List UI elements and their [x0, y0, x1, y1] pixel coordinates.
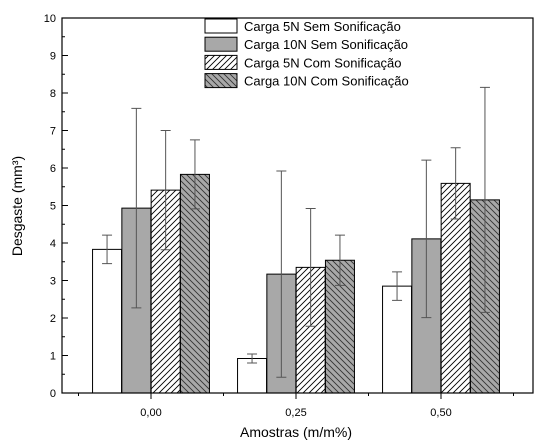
- x-axis-title: Amostras (m/m%): [240, 424, 352, 440]
- y-tick-label: 7: [50, 126, 56, 138]
- bar-1-0,50: [382, 285, 413, 394]
- legend: Carga 5N Sem Sonificação Carga 10N Sem So…: [204, 18, 409, 89]
- y-tick-label: 10: [44, 13, 56, 25]
- bars-layer: [92, 173, 500, 394]
- legend-label-3: Carga 5N Com Sonificação: [244, 55, 402, 70]
- y-tick-label: 4: [50, 238, 56, 250]
- y-tick-label: 5: [50, 201, 56, 213]
- x-tick-label: 0,00: [140, 407, 161, 419]
- y-tick-label: 2: [50, 313, 56, 325]
- legend-label-1: Carga 5N Sem Sonificação: [244, 19, 401, 34]
- axes-layer: 0 1 2 3 4 5 6 7 8 9 10 0,00 0,25 0,50: [44, 13, 534, 419]
- legend-label-4: Carga 10N Com Sonificação: [244, 74, 409, 89]
- bar-1-0,25: [237, 358, 268, 394]
- bar-1-0,00: [92, 248, 123, 394]
- x-tick-label: 0,25: [285, 407, 306, 419]
- legend-swatch-4: [204, 73, 238, 89]
- y-tick-label: 0: [50, 388, 56, 400]
- error-bars-layer: [102, 86, 490, 378]
- y-tick-label: 3: [50, 276, 56, 288]
- legend-label-2: Carga 10N Sem Sonificação: [244, 37, 408, 52]
- legend-swatch-1: [204, 18, 238, 34]
- y-tick-label: 9: [50, 51, 56, 63]
- x-tick-label: 0,50: [430, 407, 451, 419]
- legend-swatch-3: [204, 54, 238, 70]
- legend-swatch-2: [204, 36, 238, 52]
- y-tick-label: 1: [50, 351, 56, 363]
- y-axis-title: Desgaste (mm³): [9, 156, 25, 256]
- y-tick-label: 6: [50, 163, 56, 175]
- y-tick-label: 8: [50, 88, 56, 100]
